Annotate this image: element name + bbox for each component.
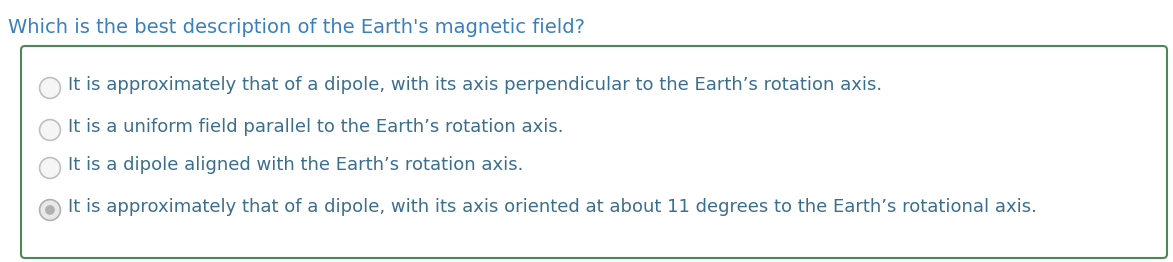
FancyBboxPatch shape <box>21 46 1167 258</box>
Circle shape <box>45 205 55 215</box>
Text: It is a dipole aligned with the Earth’s rotation axis.: It is a dipole aligned with the Earth’s … <box>68 156 523 174</box>
Text: It is approximately that of a dipole, with its axis oriented at about 11 degrees: It is approximately that of a dipole, wi… <box>68 198 1037 216</box>
Text: It is approximately that of a dipole, with its axis perpendicular to the Earth’s: It is approximately that of a dipole, wi… <box>68 76 882 94</box>
Text: It is a uniform field parallel to the Earth’s rotation axis.: It is a uniform field parallel to the Ea… <box>68 118 563 136</box>
Text: Which is the best description of the Earth's magnetic field?: Which is the best description of the Ear… <box>8 18 585 37</box>
Circle shape <box>40 119 61 140</box>
Circle shape <box>40 78 61 99</box>
Circle shape <box>40 157 61 178</box>
Circle shape <box>40 200 61 220</box>
